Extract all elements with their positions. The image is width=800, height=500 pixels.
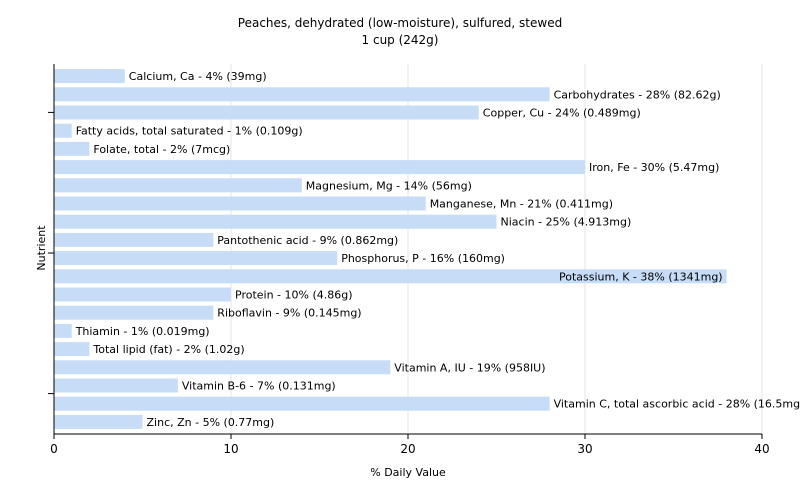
bar [54, 360, 391, 375]
x-tick-label: 10 [223, 442, 238, 456]
bars-group: Calcium, Ca - 4% (39mg) Carbohydrates - 2… [54, 69, 800, 429]
bar [54, 414, 143, 429]
bar [54, 123, 72, 138]
y-axis-label: Nutrient [35, 225, 48, 271]
data-label: Vitamin B-6 - 7% (0.131mg) [182, 380, 336, 393]
bar [54, 214, 497, 229]
bar [54, 378, 178, 393]
x-tick-label: 0 [50, 442, 58, 456]
chart-title: Peaches, dehydrated (low-moisture), sulf… [238, 16, 562, 30]
bar [54, 105, 479, 120]
bar [54, 232, 214, 247]
bar [54, 251, 338, 266]
data-label: Vitamin C, total ascorbic acid - 28% (16… [554, 398, 800, 411]
data-label: Carbohydrates - 28% (82.62g) [554, 88, 721, 101]
bar [54, 178, 302, 193]
data-label: Protein - 10% (4.86g) [235, 289, 353, 302]
bar [54, 396, 550, 411]
data-label: Folate, total - 2% (7mcg) [93, 143, 230, 156]
x-tick-label: 30 [577, 442, 592, 456]
bar [54, 69, 125, 84]
data-label: Copper, Cu - 24% (0.489mg) [483, 107, 641, 120]
bar [54, 196, 426, 211]
data-label: Manganese, Mn - 21% (0.411mg) [430, 198, 613, 211]
bar [54, 342, 90, 357]
data-label: Magnesium, Mg - 14% (56mg) [306, 179, 472, 192]
data-label: Pantothenic acid - 9% (0.862mg) [217, 234, 398, 247]
x-axis-label: % Daily Value [370, 466, 446, 479]
bar [54, 141, 90, 156]
data-label: Iron, Fe - 30% (5.47mg) [589, 161, 719, 174]
data-label: Potassium, K - 38% (1341mg) [559, 270, 723, 283]
data-label: Niacin - 25% (4.913mg) [501, 216, 632, 229]
data-label: Vitamin A, IU - 19% (958IU) [394, 361, 545, 374]
data-label: Total lipid (fat) - 2% (1.02g) [92, 343, 244, 356]
bar [54, 87, 550, 102]
data-label: Zinc, Zn - 5% (0.77mg) [147, 416, 275, 429]
data-label: Fatty acids, total saturated - 1% (0.109… [76, 125, 303, 138]
bar [54, 269, 727, 284]
chart-subtitle: 1 cup (242g) [362, 33, 439, 47]
bar [54, 160, 585, 175]
data-label: Calcium, Ca - 4% (39mg) [129, 70, 267, 83]
bar [54, 287, 231, 302]
data-label: Thiamin - 1% (0.019mg) [75, 325, 210, 338]
data-label: Riboflavin - 9% (0.145mg) [217, 307, 361, 320]
x-tick-label: 20 [400, 442, 415, 456]
x-tick-label: 40 [754, 442, 769, 456]
bar [54, 323, 72, 338]
bar [54, 305, 214, 320]
axes-group: 0 10 20 30 40 [48, 64, 770, 456]
data-label: Phosphorus, P - 16% (160mg) [341, 252, 505, 265]
